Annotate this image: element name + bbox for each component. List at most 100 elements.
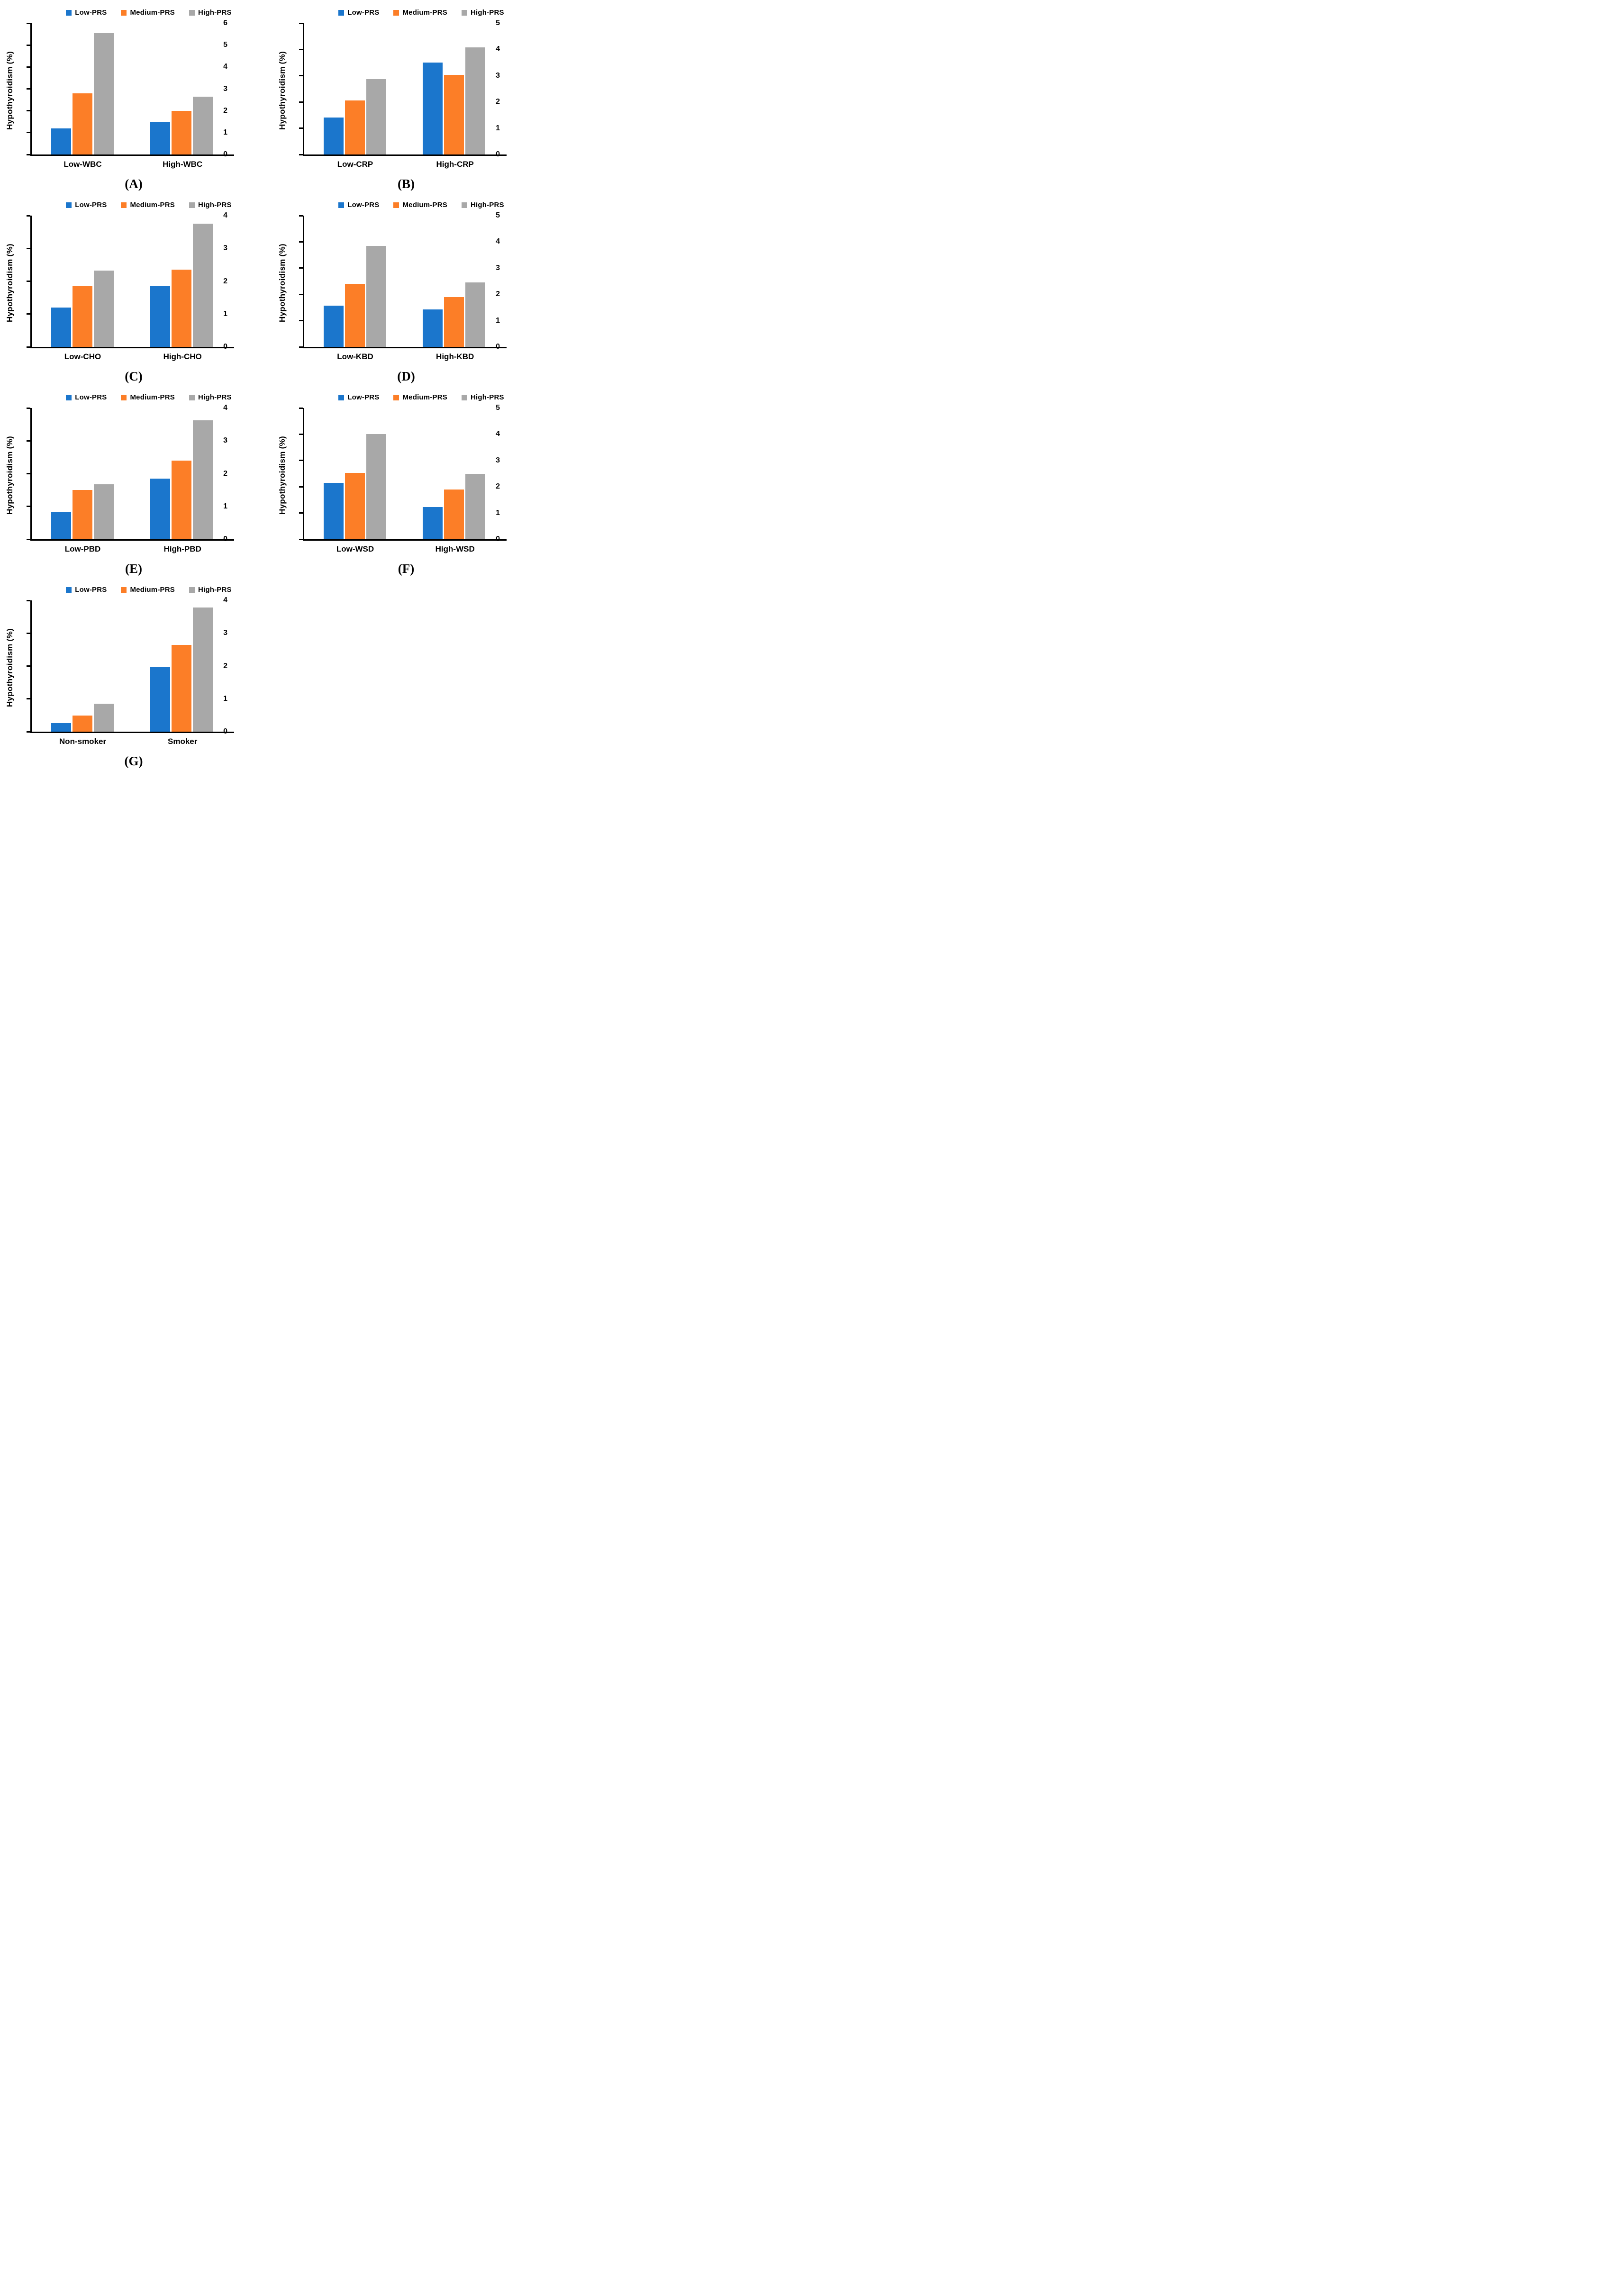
x-category-label: Low-WSD bbox=[336, 544, 374, 553]
y-tick-label: 0 bbox=[223, 535, 227, 543]
y-axis-title: Hypothyroidism (%) bbox=[278, 51, 287, 130]
legend-swatch-low-prs-icon bbox=[66, 587, 72, 593]
y-tick-label: 5 bbox=[496, 211, 500, 219]
y-tick-label: 2 bbox=[223, 106, 227, 115]
legend-swatch-high-prs-icon bbox=[189, 394, 195, 400]
legend-item-low-prs: Low-PRS bbox=[338, 201, 379, 209]
y-tick-mark bbox=[27, 132, 30, 134]
legend-item-medium-prs: Medium-PRS bbox=[393, 393, 447, 401]
y-axis-gutter bbox=[287, 23, 303, 156]
legend-swatch-medium-prs-icon bbox=[393, 202, 399, 208]
plot-area: 0 1 2 3 4 bbox=[27, 211, 234, 351]
y-tick-mark bbox=[299, 267, 303, 269]
bar-medium-prs bbox=[444, 74, 464, 154]
legend-label: Medium-PRS bbox=[130, 393, 175, 401]
y-axis-title: Hypothyroidism (%) bbox=[5, 51, 14, 130]
legend: Low-PRS Medium-PRS High-PRS bbox=[47, 9, 251, 17]
legend-item-low-prs: Low-PRS bbox=[338, 393, 379, 401]
y-tick-label: 2 bbox=[223, 469, 227, 478]
y-tick-label: 5 bbox=[496, 404, 500, 412]
legend-label: High-PRS bbox=[198, 586, 232, 594]
x-category-label: Smoker bbox=[168, 737, 198, 746]
y-tick-mark bbox=[27, 538, 30, 540]
legend-label: Medium-PRS bbox=[402, 201, 447, 209]
legend-swatch-low-prs-icon bbox=[338, 202, 345, 208]
y-tick-mark bbox=[27, 632, 30, 634]
legend-swatch-low-prs-icon bbox=[338, 9, 345, 16]
legend: Low-PRS Medium-PRS High-PRS bbox=[47, 393, 251, 401]
y-tick-label: 2 bbox=[496, 98, 500, 106]
y-axis-title: Hypothyroidism (%) bbox=[5, 628, 14, 707]
x-category-label: Low-KBD bbox=[337, 352, 373, 361]
y-tick-mark bbox=[27, 215, 30, 217]
bar-low-prs bbox=[150, 285, 170, 347]
panel-caption: (C) bbox=[125, 369, 143, 383]
y-tick-label: 4 bbox=[223, 404, 227, 412]
y-tick-label: 4 bbox=[223, 63, 227, 71]
legend-swatch-high-prs-icon bbox=[461, 9, 467, 16]
bar-high-prs bbox=[192, 420, 213, 539]
bar-high-prs bbox=[192, 96, 213, 154]
bar-medium-prs bbox=[345, 284, 365, 347]
legend-label: Low-PRS bbox=[347, 201, 380, 209]
x-category-label: Low-PBD bbox=[64, 544, 101, 553]
plot-area: 0 1 2 3 4 bbox=[27, 404, 234, 543]
y-tick-mark bbox=[27, 506, 30, 508]
y-tick-mark bbox=[27, 407, 30, 409]
legend-label: High-PRS bbox=[198, 393, 232, 401]
legend-label: Medium-PRS bbox=[130, 9, 175, 17]
y-tick-mark bbox=[299, 127, 303, 129]
y-tick-label: 4 bbox=[496, 237, 500, 246]
bar-medium-prs bbox=[171, 644, 191, 732]
y-tick-label: 4 bbox=[223, 211, 227, 219]
bar-low-prs bbox=[323, 482, 344, 539]
panel-e: Low-PRS Medium-PRS High-PRS Hypothyroidi… bbox=[2, 389, 274, 578]
legend-label: High-PRS bbox=[198, 9, 232, 17]
legend-label: High-PRS bbox=[470, 201, 504, 209]
y-tick-label: 3 bbox=[223, 244, 227, 253]
y-tick-mark bbox=[27, 698, 30, 700]
panel-c: Low-PRS Medium-PRS High-PRS Hypothyroidi… bbox=[2, 196, 274, 386]
legend-item-low-prs: Low-PRS bbox=[338, 9, 379, 17]
y-tick-label: 1 bbox=[223, 694, 227, 703]
y-tick-label: 1 bbox=[223, 128, 227, 136]
legend-item-high-prs: High-PRS bbox=[461, 201, 504, 209]
panel-caption: (A) bbox=[125, 177, 143, 191]
legend-swatch-high-prs-icon bbox=[461, 202, 467, 208]
legend-label: Medium-PRS bbox=[402, 393, 447, 401]
y-axis-gutter bbox=[14, 23, 30, 156]
bar-low-prs bbox=[51, 723, 71, 732]
bar-medium-prs bbox=[171, 460, 191, 539]
bar-medium-prs bbox=[171, 270, 191, 347]
y-tick-mark bbox=[299, 241, 303, 243]
panel-caption: (F) bbox=[398, 562, 415, 576]
y-tick-label: 0 bbox=[223, 727, 227, 735]
legend-item-medium-prs: Medium-PRS bbox=[121, 201, 175, 209]
y-tick-mark bbox=[299, 512, 303, 514]
y-tick-mark bbox=[299, 433, 303, 435]
legend-label: Medium-PRS bbox=[130, 201, 175, 209]
legend-label: High-PRS bbox=[198, 201, 232, 209]
legend-swatch-high-prs-icon bbox=[189, 587, 195, 593]
legend-swatch-medium-prs-icon bbox=[393, 394, 399, 400]
y-tick-mark bbox=[299, 460, 303, 462]
y-tick-label: 2 bbox=[496, 482, 500, 491]
y-tick-mark bbox=[299, 293, 303, 295]
legend-swatch-medium-prs-icon bbox=[121, 202, 127, 208]
plot-area: 0 1 2 3 4 5 bbox=[299, 211, 507, 351]
bar-low-prs bbox=[422, 507, 443, 539]
y-tick-mark bbox=[27, 247, 30, 249]
legend-label: Low-PRS bbox=[75, 393, 107, 401]
y-tick-mark bbox=[27, 473, 30, 474]
y-tick-label: 0 bbox=[223, 343, 227, 351]
panel-b: Low-PRS Medium-PRS High-PRS Hypothyroidi… bbox=[274, 4, 547, 193]
legend-swatch-high-prs-icon bbox=[461, 394, 467, 400]
y-tick-mark bbox=[299, 346, 303, 348]
bar-low-prs bbox=[51, 128, 71, 154]
plot-area: 0 1 2 3 4 5 bbox=[299, 19, 507, 158]
legend-swatch-medium-prs-icon bbox=[121, 9, 127, 16]
legend-label: Low-PRS bbox=[347, 393, 380, 401]
legend-label: Low-PRS bbox=[75, 201, 107, 209]
y-tick-mark bbox=[299, 154, 303, 155]
legend-item-medium-prs: Medium-PRS bbox=[121, 586, 175, 594]
